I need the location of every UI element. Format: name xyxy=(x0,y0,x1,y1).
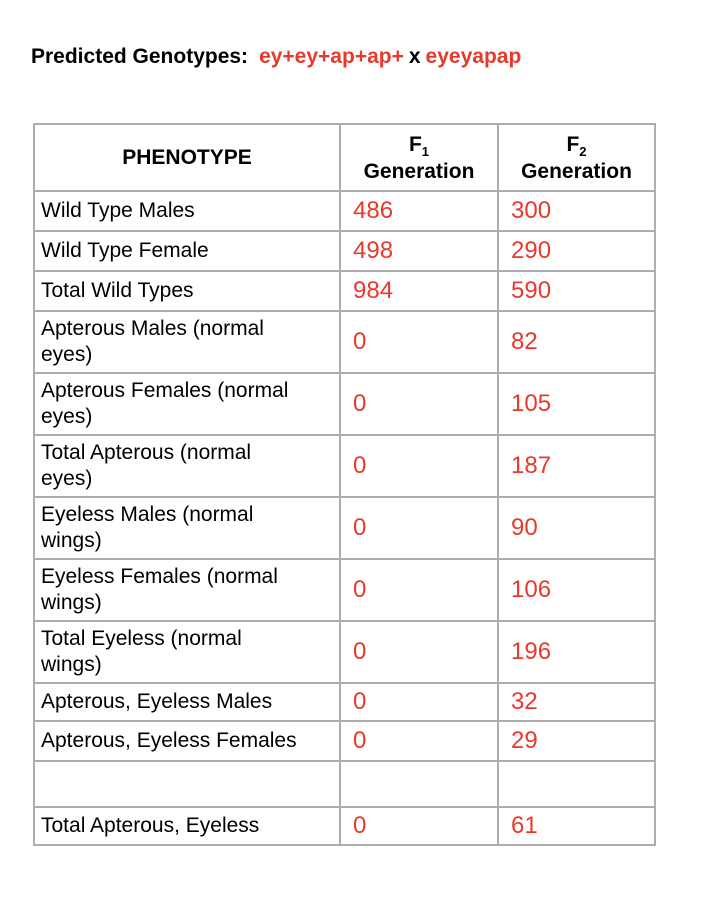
table-row-empty xyxy=(33,760,656,808)
title-parent1-genotype: ey+ey+ap+ap+ xyxy=(259,45,404,68)
phenotype-cell[interactable]: Apterous Males (normal eyes) xyxy=(33,310,341,374)
f1-value-cell[interactable]: 0 xyxy=(339,620,499,684)
table-row-apterous-eyeless-males: Apterous, Eyeless Males 0 32 xyxy=(33,682,656,722)
title-parent2-genotype: eyeyapap xyxy=(425,45,522,68)
column-header-f2-generation[interactable]: F2 Generation xyxy=(497,123,656,192)
genotype-results-table: PHENOTYPE F1 Generation F2 Generation Wi… xyxy=(33,123,656,846)
phenotype-cell[interactable]: Total Eyeless (normal wings) xyxy=(33,620,341,684)
f2-value-cell[interactable] xyxy=(497,760,656,808)
title-cross-symbol: x xyxy=(408,45,421,68)
f2-value-cell[interactable]: 290 xyxy=(497,230,656,272)
f2-value-cell[interactable]: 105 xyxy=(497,372,656,436)
f2-value-cell[interactable]: 187 xyxy=(497,434,656,498)
f1-value-cell[interactable]: 984 xyxy=(339,270,499,312)
table-row-eyeless-females: Eyeless Females (normal wings) 0 106 xyxy=(33,558,656,622)
f1-value-cell[interactable]: 0 xyxy=(339,310,499,374)
f2-value-cell[interactable]: 106 xyxy=(497,558,656,622)
f1-value-cell[interactable] xyxy=(339,760,499,808)
phenotype-cell[interactable]: Total Wild Types xyxy=(33,270,341,312)
f2-value-cell[interactable]: 196 xyxy=(497,620,656,684)
table-row-apterous-eyeless-females: Apterous, Eyeless Females 0 29 xyxy=(33,720,656,762)
phenotype-cell[interactable]: Wild Type Female xyxy=(33,230,341,272)
table-row-total-apterous-eyeless: Total Apterous, Eyeless 0 61 xyxy=(33,806,656,846)
phenotype-cell[interactable]: Total Apterous, Eyeless xyxy=(33,806,341,846)
phenotype-cell[interactable]: Eyeless Females (normal wings) xyxy=(33,558,341,622)
f2-value-cell[interactable]: 82 xyxy=(497,310,656,374)
f1-value-cell[interactable]: 0 xyxy=(339,558,499,622)
f1-value-cell[interactable]: 0 xyxy=(339,372,499,436)
phenotype-cell[interactable]: Apterous Females (normal eyes) xyxy=(33,372,341,436)
phenotype-cell[interactable]: Apterous, Eyeless Males xyxy=(33,682,341,722)
page-title: Predicted Genotypes: ey+ey+ap+ap+ x eyeyapa… xyxy=(31,44,705,69)
phenotype-cell[interactable]: Apterous, Eyeless Females xyxy=(33,720,341,762)
title-prefix: Predicted Genotypes: xyxy=(31,45,249,68)
phenotype-cell[interactable] xyxy=(33,760,341,808)
page: { "title": { "prefix": "Predicted Genoty… xyxy=(0,44,705,923)
f2-value-cell[interactable]: 29 xyxy=(497,720,656,762)
f2-value-cell[interactable]: 32 xyxy=(497,682,656,722)
table-row-total-eyeless: Total Eyeless (normal wings) 0 196 xyxy=(33,620,656,684)
table-header-row: PHENOTYPE F1 Generation F2 Generation xyxy=(33,123,656,192)
column-header-phenotype[interactable]: PHENOTYPE xyxy=(33,123,341,192)
f1-generation-label: Generation xyxy=(363,159,475,183)
f1-value-cell[interactable]: 498 xyxy=(339,230,499,272)
f1-value-cell[interactable]: 0 xyxy=(339,682,499,722)
f2-value-cell[interactable]: 300 xyxy=(497,190,656,232)
f1-value-cell[interactable]: 0 xyxy=(339,496,499,560)
f1-symbol: F1 xyxy=(408,132,430,159)
table-row-total-wild-types: Total Wild Types 984 590 xyxy=(33,270,656,312)
f1-value-cell[interactable]: 0 xyxy=(339,434,499,498)
phenotype-cell[interactable]: Wild Type Males xyxy=(33,190,341,232)
phenotype-cell[interactable]: Total Apterous (normal eyes) xyxy=(33,434,341,498)
phenotype-cell[interactable]: Eyeless Males (normal wings) xyxy=(33,496,341,560)
f2-value-cell[interactable]: 590 xyxy=(497,270,656,312)
f2-value-cell[interactable]: 61 xyxy=(497,806,656,846)
f1-value-cell[interactable]: 0 xyxy=(339,720,499,762)
f1-value-cell[interactable]: 0 xyxy=(339,806,499,846)
table-row-apterous-females: Apterous Females (normal eyes) 0 105 xyxy=(33,372,656,436)
f1-value-cell[interactable]: 486 xyxy=(339,190,499,232)
f2-subscript: 2 xyxy=(579,143,587,159)
table-row-wild-type-female: Wild Type Female 498 290 xyxy=(33,230,656,272)
f2-value-cell[interactable]: 90 xyxy=(497,496,656,560)
f2-generation-label: Generation xyxy=(521,159,632,183)
table-row-eyeless-males: Eyeless Males (normal wings) 0 90 xyxy=(33,496,656,560)
f1-subscript: 1 xyxy=(421,143,430,159)
table-row-wild-type-males: Wild Type Males 486 300 xyxy=(33,190,656,232)
table-row-apterous-males: Apterous Males (normal eyes) 0 82 xyxy=(33,310,656,374)
table-row-total-apterous: Total Apterous (normal eyes) 0 187 xyxy=(33,434,656,498)
f2-symbol: F2 xyxy=(566,132,587,159)
column-header-f1-generation[interactable]: F1 Generation xyxy=(339,123,499,192)
